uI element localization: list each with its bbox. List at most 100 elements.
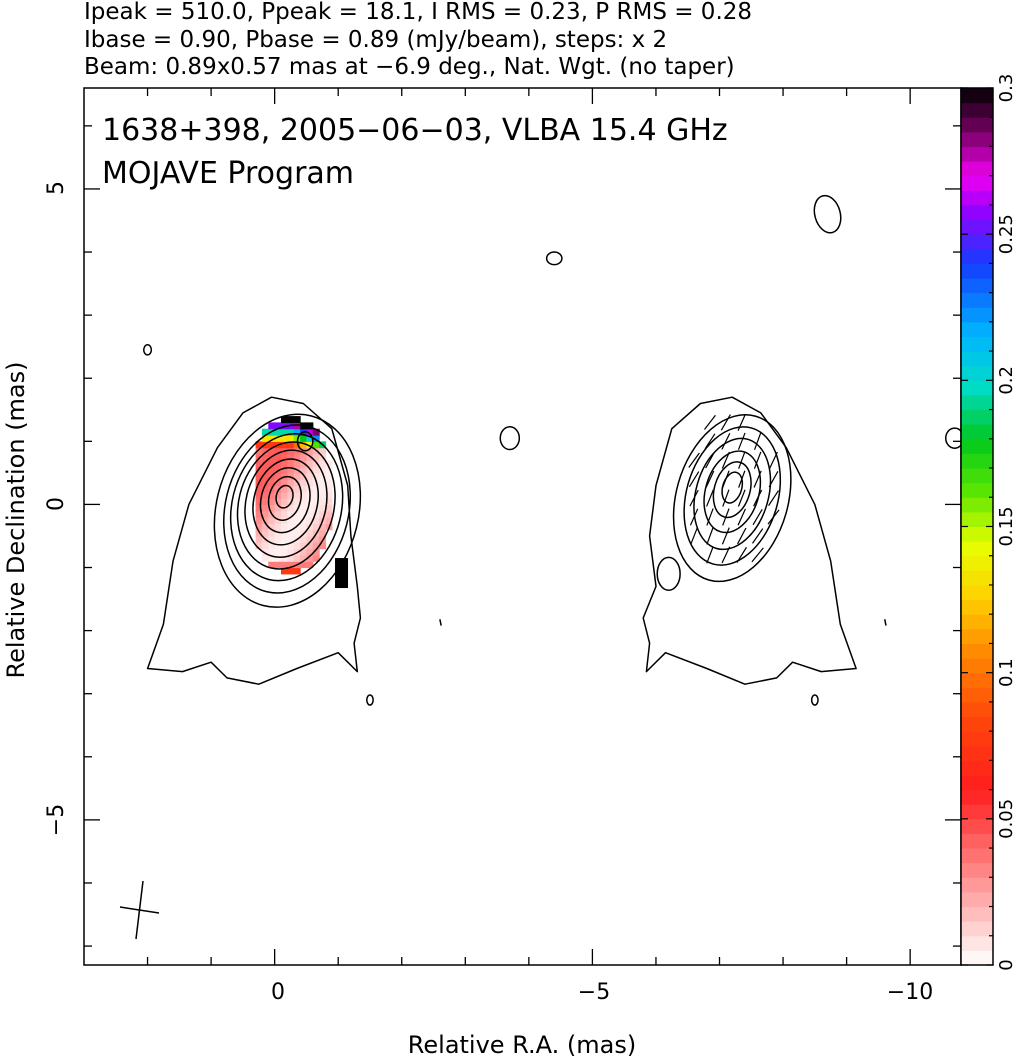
- polarization-pixel: [274, 428, 282, 436]
- evpa-tick: [722, 489, 730, 507]
- chart-subtitle: MOJAVE Program: [102, 156, 354, 191]
- contour-noise-tick: [439, 619, 442, 626]
- polarization-pixel: [300, 453, 308, 461]
- polarization-pixel: [268, 460, 276, 468]
- polarization-pixel: [312, 542, 320, 550]
- polarization-pixel: [306, 460, 314, 468]
- polarization-pixel: [255, 542, 263, 550]
- colorbar-label: 0.3: [996, 74, 1017, 103]
- contour-right-outer: [642, 396, 857, 685]
- colorbar-swatch: [961, 380, 993, 396]
- polarization-pixel: [312, 447, 320, 455]
- polarization-pixel: [287, 453, 295, 461]
- polarization-pixel: [300, 504, 308, 512]
- polarization-pixel: [281, 460, 288, 468]
- polarization-pixel: [325, 472, 333, 480]
- polarization-pixel: [293, 504, 301, 512]
- colorbar-swatch: [961, 789, 993, 805]
- evpa-tick: [738, 451, 746, 469]
- polarization-pixel: [319, 523, 327, 531]
- polarization-pixel: [274, 498, 282, 506]
- polarization-pixel: [268, 529, 276, 537]
- polarization-pixel: [255, 498, 263, 506]
- colorbar-swatch: [961, 877, 993, 893]
- polarization-pixel: [319, 447, 327, 455]
- polarization-pixel: [261, 435, 269, 442]
- polarization-pixel: [319, 466, 327, 474]
- colorbar-swatch: [961, 555, 993, 571]
- polarization-pixel: [293, 567, 301, 575]
- polarization-pixel: [293, 428, 301, 436]
- contour-left-level: [275, 484, 294, 509]
- polarization-pixel: [287, 567, 295, 575]
- polarization-pixel: [268, 523, 276, 531]
- colorbar-swatch: [961, 701, 993, 718]
- colorbar-swatch: [961, 146, 993, 162]
- evpa-tick: [706, 508, 714, 526]
- colorbar-swatch: [961, 658, 993, 674]
- polarization-pixel: [319, 504, 327, 512]
- polarization-pixel: [306, 504, 314, 512]
- polarization-pixel: [281, 479, 288, 487]
- polarization-pixel: [287, 441, 295, 449]
- polarization-pixel: [312, 548, 320, 556]
- evpa-tick: [752, 508, 763, 526]
- plot-frame: [83, 87, 962, 966]
- y-tick-labels: 5 0 −5: [44, 181, 69, 836]
- colorbar-swatch: [961, 541, 993, 557]
- polarization-pixel: [261, 504, 269, 512]
- colorbar-swatch: [961, 833, 993, 849]
- polarization-pixel: [255, 510, 263, 518]
- polarization-pixel: [325, 510, 333, 518]
- polarization-pixel: [287, 548, 295, 556]
- colorbar-swatch: [961, 278, 993, 294]
- polarization-pixel: [319, 535, 327, 543]
- x-axis-title: Relative R.A. (mas): [408, 1031, 636, 1059]
- contour-left-level: [267, 475, 302, 521]
- x-tick-label-minus5: −5: [578, 980, 610, 1005]
- evpa-tick: [705, 470, 715, 488]
- contour-left-level: [259, 467, 311, 534]
- evpa-tick: [704, 414, 716, 430]
- evpa-tick: [737, 527, 747, 545]
- polarization-pixel: [287, 466, 295, 474]
- polarization-pixel: [300, 517, 308, 524]
- colorbar-swatch: [961, 848, 993, 864]
- polarization-pixel: [319, 491, 327, 499]
- colorbar-label: 0: [996, 959, 1017, 970]
- polarization-pixel: [293, 453, 301, 461]
- polarization-pixel: [287, 447, 295, 455]
- polarization-pixel: [319, 479, 327, 487]
- evpa-tick: [706, 546, 714, 564]
- colorbar-swatch: [961, 950, 993, 966]
- polarization-pixel: [319, 510, 327, 518]
- contour-noise-tick: [884, 619, 887, 626]
- x-tick-label-minus10: −10: [887, 980, 933, 1005]
- polarization-pixel: [300, 523, 308, 531]
- colorbar-swatch: [961, 234, 993, 250]
- y-tick-label-0: 0: [44, 497, 69, 511]
- evpa-tick: [768, 471, 779, 488]
- polarization-pixel: [255, 460, 263, 468]
- contour-left-level: [213, 413, 362, 608]
- colorbar-swatch: [961, 292, 993, 308]
- polarization-pixel: [300, 479, 308, 487]
- polarization-pixel: [268, 561, 276, 569]
- polarization-pixel: [261, 447, 269, 455]
- evpa-tick: [769, 451, 778, 469]
- colorbar-swatch: [961, 453, 993, 469]
- evpa-tick: [705, 452, 715, 469]
- x-tick-label-0: 0: [271, 980, 285, 1005]
- polarization-pixel: [312, 435, 320, 442]
- polarization-pixel: [287, 435, 295, 442]
- polarization-pixel: [287, 554, 295, 562]
- polarization-pixel: [281, 416, 288, 423]
- evpa-tick: [722, 470, 730, 488]
- colorbar-swatch: [961, 614, 993, 630]
- header-line-1: Ipeak = 510.0, Ppeak = 18.1, I RMS = 0.2…: [84, 0, 752, 25]
- evpa-tick: [721, 546, 731, 564]
- polarization-pixel: [293, 529, 301, 537]
- polarization-pixel: [255, 472, 263, 480]
- polarization-pixel: [287, 561, 295, 569]
- polarization-pixel: [274, 435, 282, 442]
